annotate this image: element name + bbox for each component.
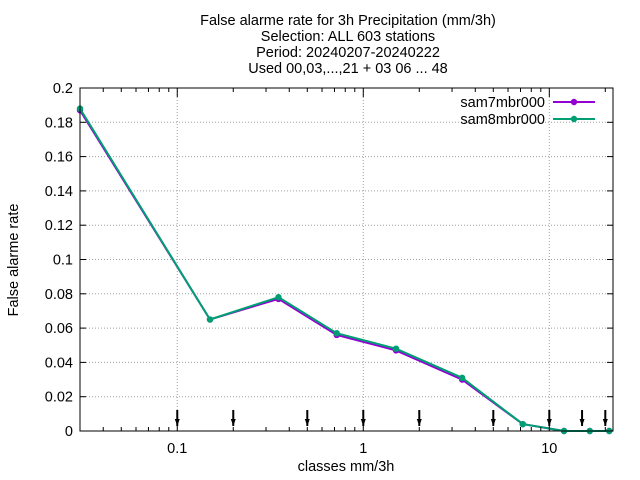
y-tick-label: 0.14: [45, 184, 73, 200]
threshold-marker-head: [230, 419, 236, 426]
threshold-marker-head: [602, 419, 608, 426]
grid-lines: [80, 88, 613, 431]
title-line-2: Selection: ALL 603 stations: [261, 29, 435, 45]
data-point-sam8mbr000: [519, 420, 526, 428]
chart-title: False alarme rate for 3h Precipitation (…: [200, 13, 496, 77]
legend-marker: [570, 98, 578, 106]
y-tick-label: 0: [65, 424, 73, 440]
x-tick-label: 1: [359, 441, 367, 457]
x-axis-label: classes mm/3h: [298, 459, 395, 475]
y-tick-label: 0.06: [45, 321, 73, 337]
series-layer: [76, 105, 613, 435]
legend-label: sam8mbr000: [460, 112, 545, 128]
y-axis-label: False alarme rate: [6, 204, 22, 317]
y-tick-label: 0.08: [45, 287, 73, 303]
title-line-3: Period: 20240207-20240222: [256, 45, 440, 61]
y-tick-label: 0.16: [45, 150, 73, 166]
legend-marker: [570, 115, 578, 123]
threshold-marker-head: [490, 419, 496, 426]
threshold-marker-head: [416, 419, 422, 426]
y-tick-label: 0.1: [53, 253, 73, 269]
data-point-sam8mbr000: [458, 374, 466, 382]
legend-label: sam7mbr000: [460, 95, 545, 111]
y-tick-label: 0.2: [53, 81, 73, 97]
series-line-sam7mbr000: [79, 109, 610, 432]
x-tick-label: 10: [541, 441, 557, 457]
axis-ticks: 0 0.02 0.04 0.06 0.08 0.1 0.12 0.14 0.16 0.18 0.2 0…: [45, 81, 613, 457]
threshold-markers: [174, 410, 608, 426]
data-point-sam8mbr000: [333, 330, 340, 337]
data-point-sam8mbr000: [206, 316, 214, 323]
title-line-1: False alarme rate for 3h Precipitation (…: [200, 13, 496, 29]
title-line-4: Used 00,03,...,21 + 03 06 ... 48: [248, 61, 448, 77]
data-point-sam8mbr000: [275, 294, 282, 301]
y-tick-label: 0.18: [45, 115, 73, 131]
y-tick-label: 0.02: [45, 390, 73, 406]
data-point-sam8mbr000: [392, 345, 400, 352]
y-tick-label: 0.04: [45, 355, 73, 371]
threshold-marker-head: [304, 419, 310, 426]
x-tick-label: 0.1: [167, 441, 187, 457]
threshold-marker-head: [579, 419, 585, 426]
y-tick-label: 0.12: [45, 218, 73, 234]
